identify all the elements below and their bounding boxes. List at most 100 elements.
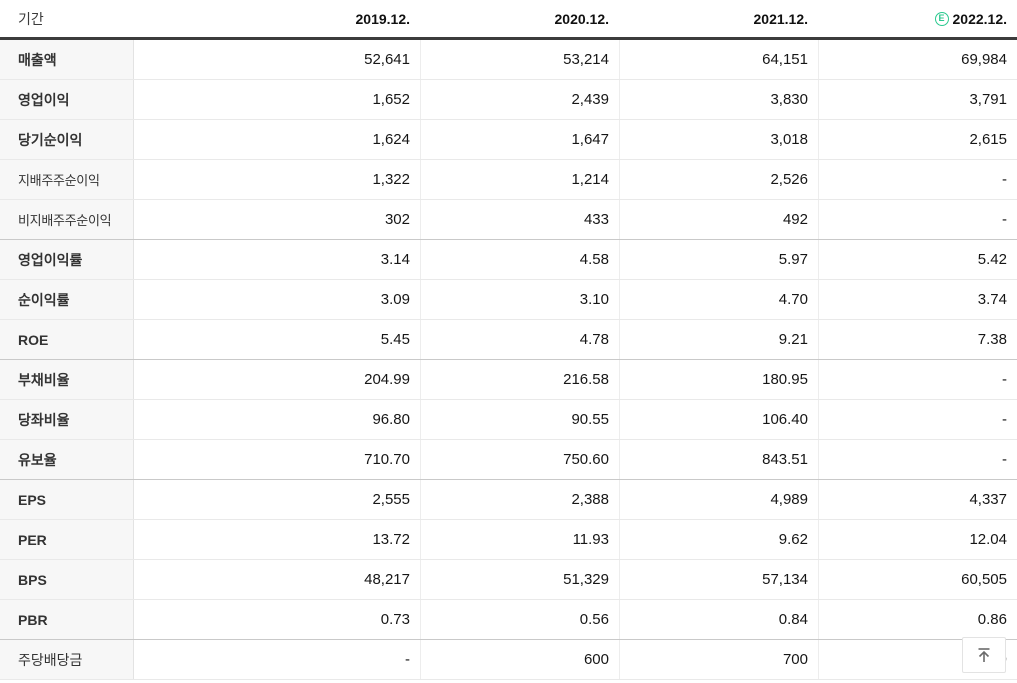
cell-value: 710.70 — [364, 451, 410, 468]
table-row: 매출액 52,641 53,214 64,151 69,984 — [0, 40, 1017, 80]
cell-value: 3.10 — [579, 291, 609, 308]
cell-value: 7.38 — [977, 331, 1007, 348]
table-header-row: 기간 2019.12. 2020.12. 2021.12. E 2022.12. — [0, 0, 1017, 40]
cell-value: 0.84 — [778, 611, 808, 628]
cell-value: 1,647 — [571, 131, 609, 148]
scroll-to-top-button[interactable] — [962, 637, 1006, 673]
cell-value: 0.56 — [579, 611, 609, 628]
cell-value: 3,830 — [770, 91, 808, 108]
row-label: BPS — [18, 571, 47, 588]
table-row: 주당배당금 - 600 700 9 — [0, 640, 1017, 680]
cell-value: 52,641 — [364, 51, 410, 68]
cell-value: 106.40 — [762, 411, 808, 428]
table-row: PBR 0.73 0.56 0.84 0.86 — [0, 600, 1017, 640]
cell-value: 53,214 — [563, 51, 609, 68]
cell-value: 4.58 — [579, 251, 609, 268]
cell-value: 1,322 — [372, 171, 410, 188]
cell-value: 64,151 — [762, 51, 808, 68]
cell-value: 12.04 — [969, 531, 1007, 548]
cell-value: 5.97 — [778, 251, 808, 268]
cell-value: 5.42 — [977, 251, 1007, 268]
cell-value: 3.14 — [380, 251, 410, 268]
cell-value: 600 — [583, 651, 609, 668]
table-row: 부채비율 204.99 216.58 180.95 - — [0, 360, 1017, 400]
cell-value: 90.55 — [571, 411, 609, 428]
cell-value: 11.93 — [572, 531, 609, 548]
cell-value: - — [1002, 411, 1007, 428]
cell-value: 3,791 — [969, 91, 1007, 108]
row-label: 주당배당금 — [18, 651, 83, 668]
cell-value: 750.60 — [563, 451, 609, 468]
table-row: PER 13.72 11.93 9.62 12.04 — [0, 520, 1017, 560]
cell-value: 1,652 — [372, 91, 410, 108]
cell-value: 2,439 — [571, 91, 609, 108]
cell-value: 302 — [384, 211, 410, 228]
cell-value: 51,329 — [563, 571, 609, 588]
cell-value: 204.99 — [364, 371, 410, 388]
table-row: ROE 5.45 4.78 9.21 7.38 — [0, 320, 1017, 360]
cell-value: 2,615 — [969, 131, 1007, 148]
cell-value: 180.95 — [762, 371, 808, 388]
cell-value: 2,555 — [372, 491, 410, 508]
cell-value: 700 — [782, 651, 808, 668]
header-year-2022-estimate: E 2022.12. — [818, 0, 1017, 37]
cell-value: 216.58 — [563, 371, 609, 388]
cell-value: 3,018 — [770, 131, 808, 148]
cell-value: 48,217 — [364, 571, 410, 588]
cell-value: 1,214 — [571, 171, 609, 188]
cell-value: 13.72 — [372, 531, 410, 548]
row-label: 당좌비율 — [18, 411, 70, 428]
cell-value: 2,526 — [770, 171, 808, 188]
header-period-cell: 기간 — [0, 0, 134, 37]
row-label: 부채비율 — [18, 371, 70, 388]
header-year-2021: 2021.12. — [753, 10, 809, 27]
cell-value: 3.09 — [380, 291, 410, 308]
row-label: 지배주주순이익 — [18, 173, 100, 188]
row-label: ROE — [18, 331, 49, 348]
table-row: 영업이익률 3.14 4.58 5.97 5.42 — [0, 240, 1017, 280]
cell-value: 0.73 — [380, 611, 410, 628]
cell-value: 433 — [583, 211, 609, 228]
table-row: 비지배주주순이익 302 433 492 - — [0, 200, 1017, 240]
cell-value: 5.45 — [380, 331, 410, 348]
cell-value: 9.62 — [778, 531, 808, 548]
cell-value: 57,134 — [762, 571, 808, 588]
cell-value: 2,388 — [571, 491, 609, 508]
table-row: 당기순이익 1,624 1,647 3,018 2,615 — [0, 120, 1017, 160]
cell-value: 69,984 — [961, 51, 1007, 68]
estimate-badge-icon: E — [934, 11, 949, 26]
cell-value: 4,337 — [969, 491, 1007, 508]
period-label: 기간 — [18, 10, 44, 27]
cell-value: 1,624 — [372, 131, 410, 148]
row-label: 당기순이익 — [18, 131, 83, 148]
cell-value: 4.70 — [778, 291, 808, 308]
cell-value: - — [1002, 371, 1007, 388]
table-row: 유보율 710.70 750.60 843.51 - — [0, 440, 1017, 480]
cell-value: 4.78 — [579, 331, 609, 348]
row-label: 매출액 — [18, 51, 57, 68]
cell-value: 492 — [782, 211, 808, 228]
cell-value: 3.74 — [977, 291, 1007, 308]
cell-value: 96.80 — [372, 411, 410, 428]
table-row: 영업이익 1,652 2,439 3,830 3,791 — [0, 80, 1017, 120]
cell-value: - — [405, 651, 410, 668]
cell-value: - — [1002, 451, 1007, 468]
row-label: EPS — [18, 491, 47, 508]
table-row: 당좌비율 96.80 90.55 106.40 - — [0, 400, 1017, 440]
table-row: 순이익률 3.09 3.10 4.70 3.74 — [0, 280, 1017, 320]
row-label: 영업이익률 — [18, 251, 83, 268]
table-row: EPS 2,555 2,388 4,989 4,337 — [0, 480, 1017, 520]
row-label: 비지배주주순이익 — [18, 213, 112, 228]
row-label: 유보율 — [18, 451, 57, 468]
cell-value: 4,989 — [770, 491, 808, 508]
cell-value: 9.21 — [778, 331, 808, 348]
cell-value: 0.86 — [977, 611, 1007, 628]
table-body: 매출액 52,641 53,214 64,151 69,984 영업이익 1,6… — [0, 40, 1017, 680]
cell-value: 60,505 — [961, 571, 1007, 588]
header-year-2019: 2019.12. — [355, 10, 411, 27]
cell-value: 843.51 — [762, 451, 808, 468]
cell-value: - — [1002, 171, 1007, 188]
table-row: BPS 48,217 51,329 57,134 60,505 — [0, 560, 1017, 600]
row-label: PER — [18, 531, 47, 548]
